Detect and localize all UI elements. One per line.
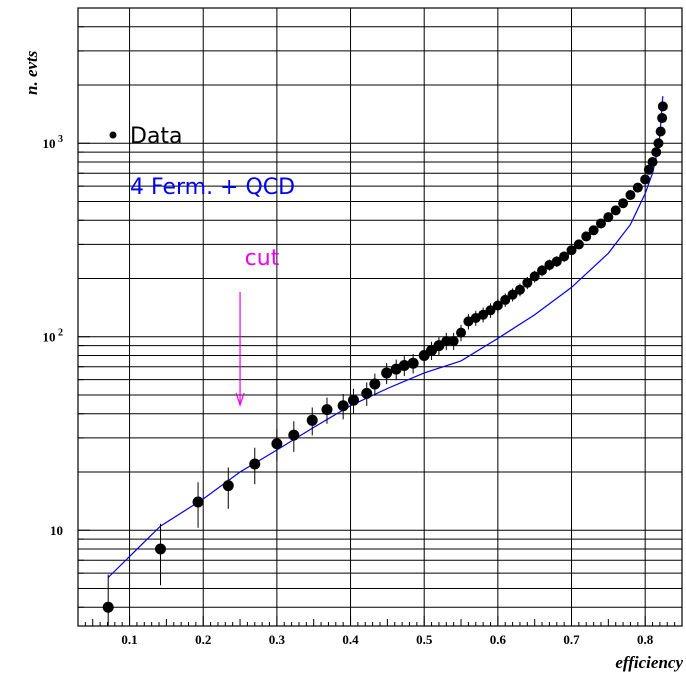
data-point	[522, 277, 533, 288]
data-point	[361, 387, 373, 399]
data-point	[529, 271, 540, 282]
grid-lines	[78, 7, 682, 626]
x-tick-label: 0.6	[490, 632, 507, 647]
data-point	[647, 157, 658, 168]
data-point	[441, 336, 452, 347]
data-point	[657, 101, 668, 112]
series-layer	[102, 96, 668, 626]
x-tick-label: 0.1	[121, 632, 137, 647]
data-point	[456, 327, 467, 338]
data-point	[651, 147, 662, 158]
cut-annotation: cut	[235, 246, 280, 407]
data-point	[398, 360, 410, 372]
data-point	[492, 300, 503, 311]
data-point	[381, 367, 393, 379]
data-point	[222, 480, 234, 492]
axis-ticks: 0.1 0.2 0.3 0.4 0.5 0.6 0.7 0.8 10 10 2 10 3	[43, 7, 683, 647]
data-point	[655, 126, 666, 137]
x-tick-label: 0.8	[637, 632, 654, 647]
data-point	[625, 190, 636, 201]
data-point	[271, 438, 283, 450]
data-point	[306, 414, 318, 426]
data-point	[478, 309, 489, 320]
cut-label: cut	[245, 246, 280, 271]
plot-frame	[77, 7, 683, 627]
data-point	[610, 205, 621, 216]
legend-data-marker	[109, 131, 117, 139]
data-point	[640, 174, 651, 185]
data-point	[485, 305, 496, 316]
data-point	[347, 394, 359, 406]
legend: Data 4 Ferm. + QCD	[109, 124, 295, 200]
data-point	[154, 543, 166, 555]
data-point	[657, 113, 668, 124]
data-point	[643, 164, 654, 175]
y-tick-label: 10 2	[43, 328, 64, 345]
data-point	[369, 378, 381, 390]
data-point	[551, 256, 562, 267]
data-point	[337, 400, 349, 412]
x-axis-title: efficiency	[615, 653, 683, 672]
x-tick-label: 0.4	[342, 632, 359, 647]
y-axis-title: n. evts	[22, 50, 41, 95]
data-point	[573, 239, 584, 250]
cut-arrow-head	[235, 392, 245, 407]
data-point	[448, 336, 459, 347]
data-point	[500, 294, 511, 305]
x-tick-label: 0.5	[416, 632, 433, 647]
legend-data-label: Data	[130, 124, 183, 149]
data-point	[321, 404, 333, 416]
x-tick-label: 0.7	[563, 632, 580, 647]
data-point	[537, 265, 548, 276]
data-point	[566, 245, 577, 256]
data-point	[192, 496, 204, 508]
data-point	[249, 458, 261, 470]
data-point	[618, 198, 629, 209]
data-point	[632, 182, 643, 193]
data-point	[559, 251, 570, 262]
data-point	[514, 284, 525, 295]
data-point	[588, 225, 599, 236]
data-point	[102, 601, 114, 613]
data-point	[507, 289, 518, 300]
x-tick-label: 0.3	[269, 632, 286, 647]
y-tick-label: 10	[50, 523, 63, 538]
data-point	[595, 218, 606, 229]
data-point	[603, 212, 614, 223]
data-point	[581, 231, 592, 242]
data-point	[288, 429, 300, 441]
y-tick-label: 10 3	[43, 134, 64, 151]
data-point	[653, 138, 664, 149]
legend-mc-label: 4 Ferm. + QCD	[130, 175, 295, 200]
x-tick-label: 0.2	[195, 632, 211, 647]
data-point	[407, 357, 419, 369]
